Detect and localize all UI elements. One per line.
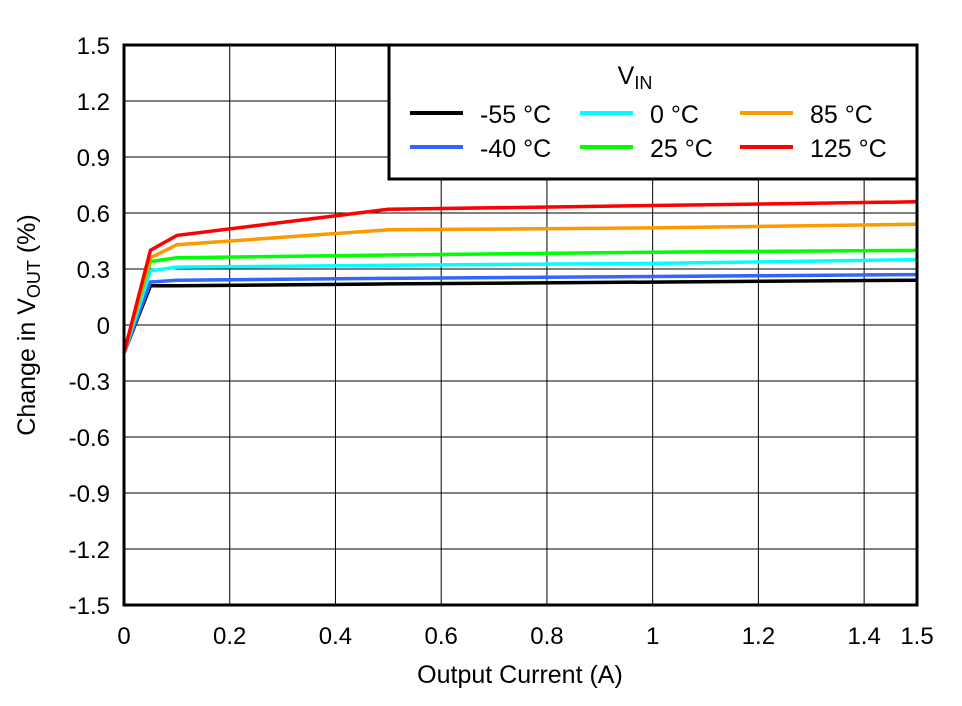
legend-label: 125 °C: [810, 135, 887, 163]
series-lines: [124, 202, 917, 353]
y-tick-label: 0.3: [77, 257, 110, 284]
y-tick-label: -0.3: [69, 369, 110, 396]
y-tick-label: 0.9: [77, 145, 110, 172]
x-tick-label: 1.4: [847, 623, 880, 650]
y-tick-label: 0.6: [77, 201, 110, 228]
x-tick-label: 0.8: [530, 623, 563, 650]
y-tick-label: 1.5: [77, 33, 110, 60]
legend-label: 0 °C: [650, 101, 699, 129]
legend-label: 85 °C: [810, 101, 873, 129]
x-tick-label: 1: [646, 623, 659, 650]
y-tick-label: 1.2: [77, 89, 110, 116]
x-axis-label: Output Current (A): [417, 661, 623, 689]
x-tick-label: 0: [117, 623, 130, 650]
y-axis-label: Change in VOUT (%): [13, 214, 44, 435]
y-tick-label: -0.6: [69, 425, 110, 452]
y-tick-label: -0.9: [69, 481, 110, 508]
y-ticks: 1.5 1.2 0.9 0.6 0.3 0 -0.3 -0.6 -0.9 -1.2 -1.5: [69, 33, 110, 620]
x-tick-label: 0.4: [319, 623, 352, 650]
x-tick-label: 1.5: [900, 623, 933, 650]
x-ticks: 0 0.2 0.4 0.6 0.8 1 1.2 1.4 1.5: [117, 623, 933, 650]
series-line: [124, 260, 917, 353]
y-tick-label: -1.5: [69, 593, 110, 620]
series-line: [124, 280, 917, 353]
legend-label: 25 °C: [650, 135, 713, 163]
x-tick-label: 1.2: [742, 623, 775, 650]
legend-label: -55 °C: [480, 101, 551, 129]
legend-label: -40 °C: [480, 135, 551, 163]
x-tick-label: 0.2: [213, 623, 246, 650]
y-tick-label: 0: [97, 313, 110, 340]
x-tick-label: 0.6: [425, 623, 458, 650]
series-line: [124, 224, 917, 353]
y-tick-label: -1.2: [69, 537, 110, 564]
